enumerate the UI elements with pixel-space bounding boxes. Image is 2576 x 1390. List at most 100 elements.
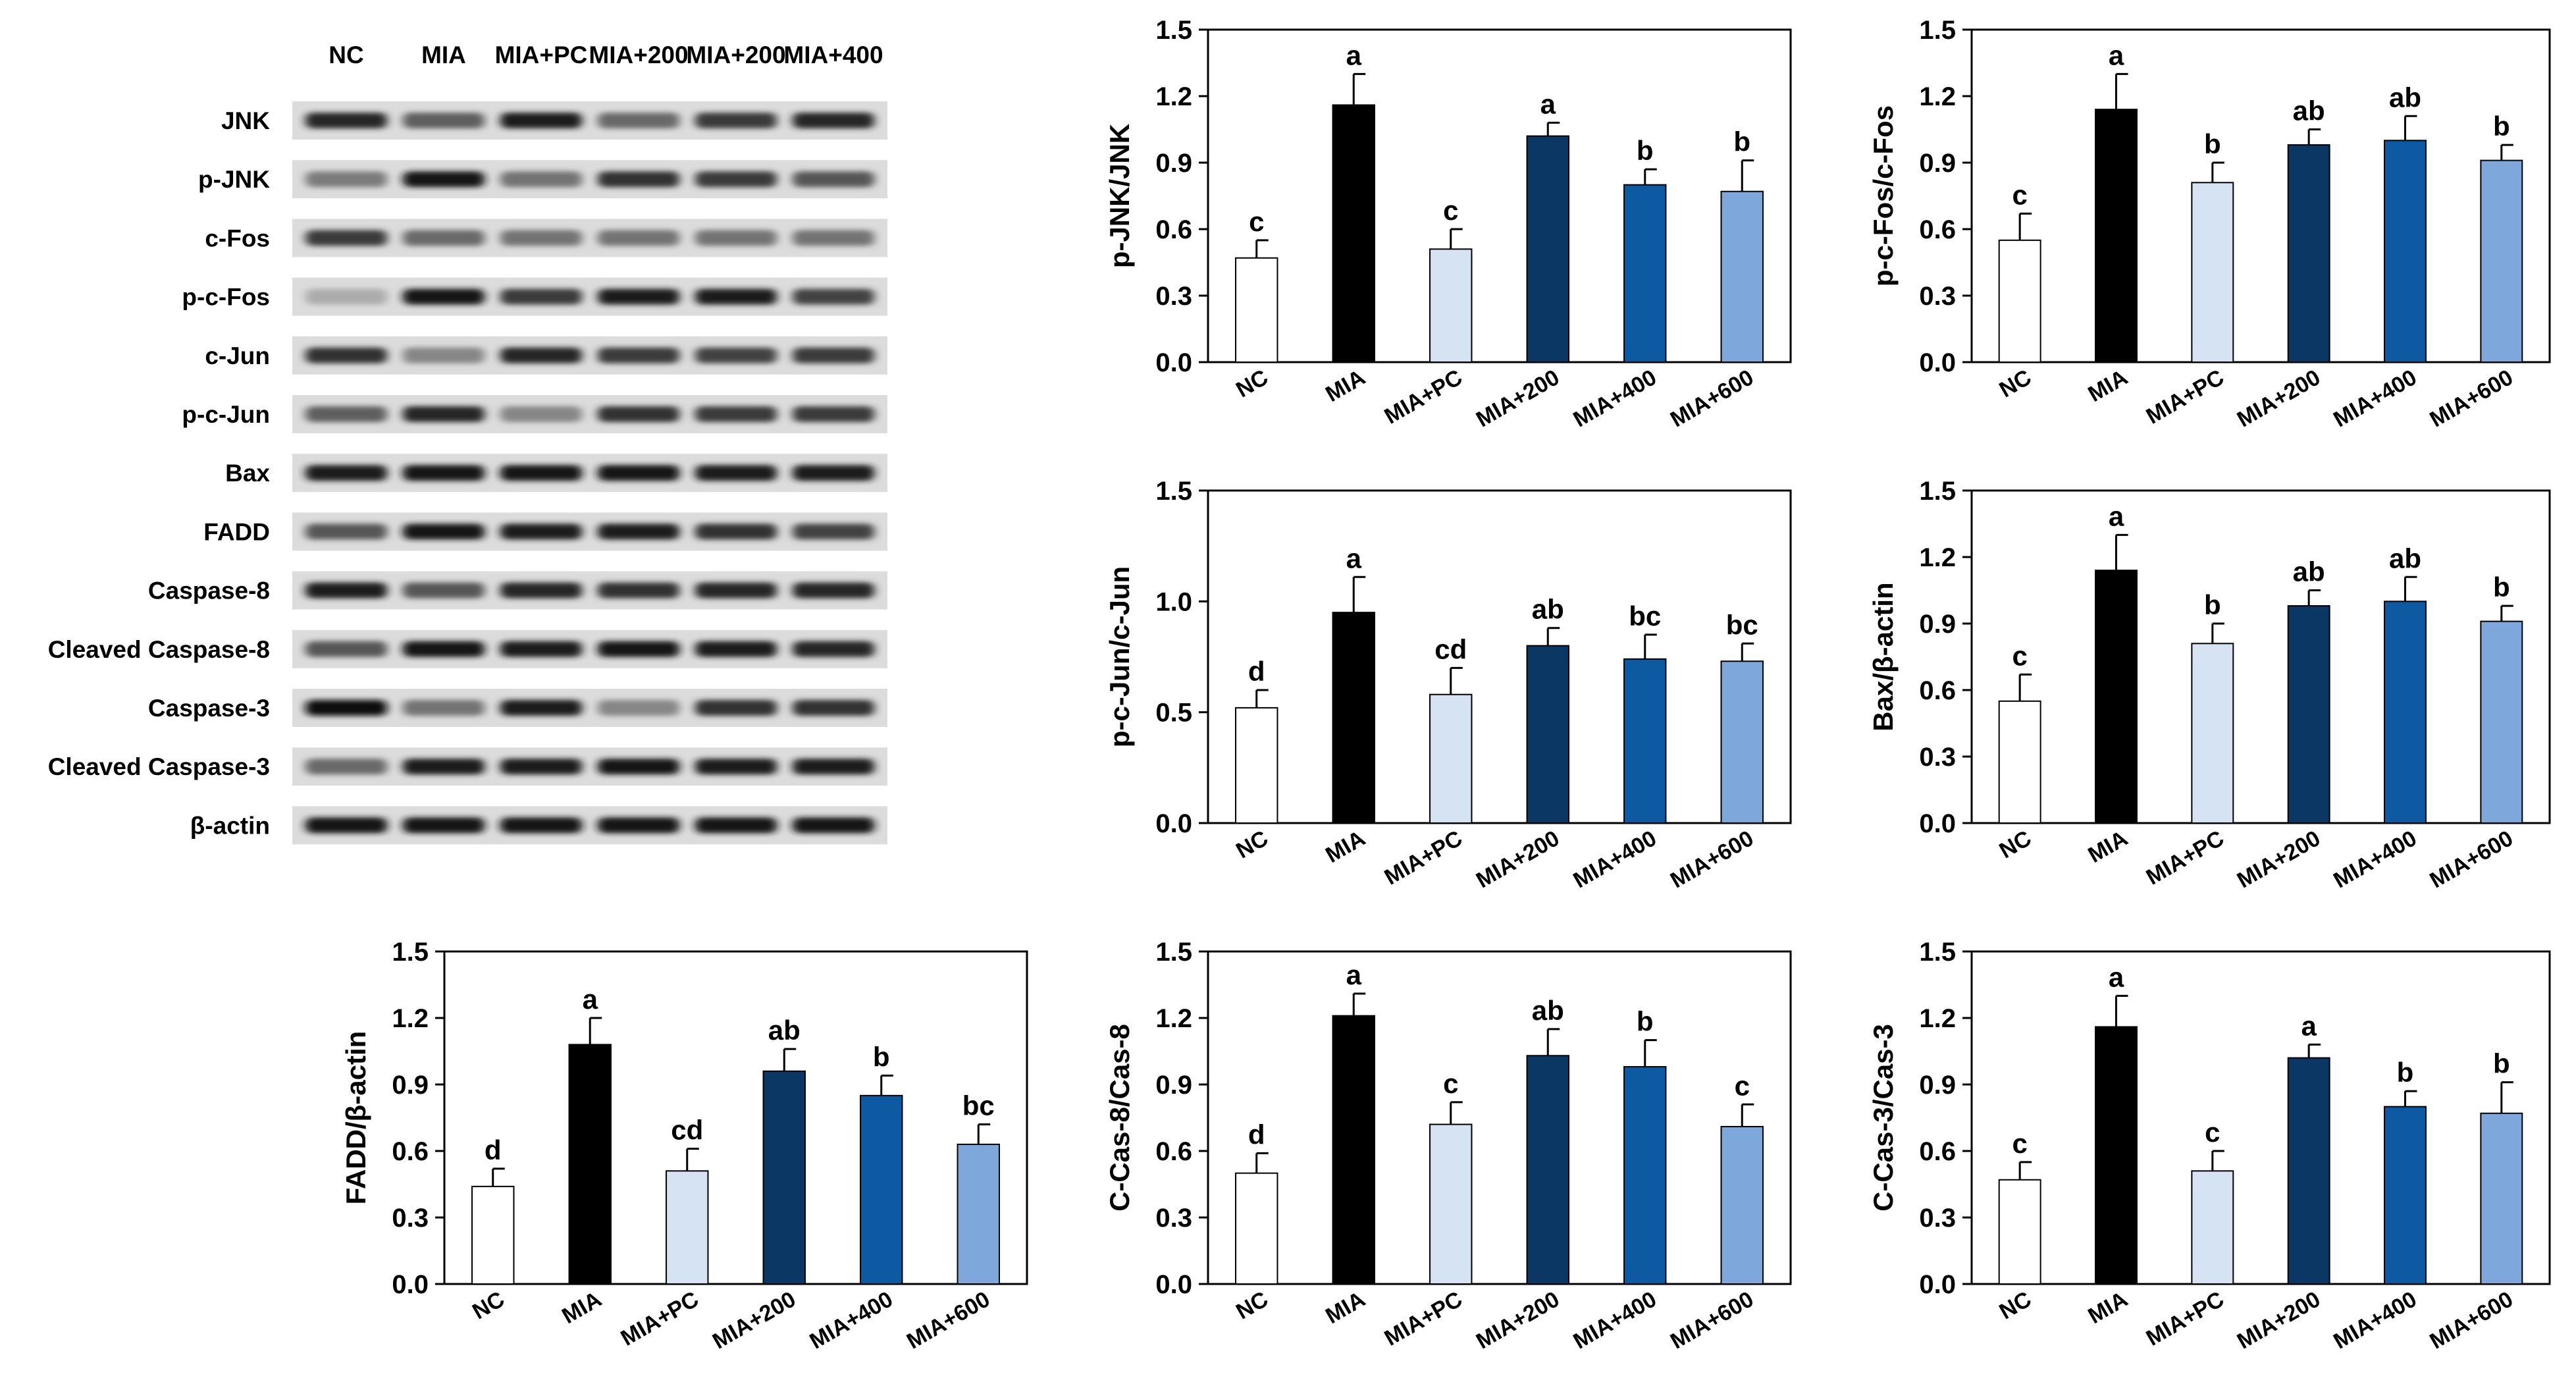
error-bar xyxy=(1255,1152,1269,1173)
y-tick-label: 1.2 xyxy=(1919,543,1956,572)
bar-chart-svg: 0.0 0.3 0.6 0.9 1.2 1.5 FADD/β-actin d NC a MIA cd M… xyxy=(340,938,1028,1354)
blot-row: c-Jun xyxy=(205,336,887,375)
blot-row: c-Fos xyxy=(205,219,887,257)
x-category-label: MIA xyxy=(1321,1287,1369,1329)
y-tick-label: 1.5 xyxy=(1155,16,1192,45)
plot-frame xyxy=(443,950,1028,1285)
x-category-label: MIA+400 xyxy=(1569,1287,1660,1354)
y-tick-label: 0.0 xyxy=(1155,348,1192,377)
x-category-label: NC xyxy=(1995,365,2036,402)
blot-band xyxy=(305,113,387,128)
significance-letter: a xyxy=(1540,88,1556,119)
y-tick-label: 0.9 xyxy=(1919,149,1956,178)
y-tick-label: 1.2 xyxy=(1919,82,1956,111)
error-bar xyxy=(1352,992,1366,1016)
error-bar xyxy=(1450,1101,1463,1125)
bar xyxy=(2287,1057,2330,1285)
plot-frame xyxy=(1970,950,2551,1285)
blot-band xyxy=(695,523,777,540)
y-tick-label: 0.6 xyxy=(1155,215,1192,244)
bar xyxy=(2095,570,2138,824)
bar xyxy=(762,1070,806,1285)
blot-band xyxy=(793,406,874,422)
blot-band xyxy=(500,230,582,246)
significance-letter: b xyxy=(2493,572,2510,602)
bar xyxy=(957,1143,1000,1285)
blot-row: Caspase-3 xyxy=(148,689,887,727)
blot-band xyxy=(305,759,387,775)
blot-membrane-strip xyxy=(292,101,887,140)
blot-band xyxy=(305,171,387,188)
blot-membrane-strip xyxy=(292,806,887,845)
y-tick-label: 0.6 xyxy=(1919,676,1956,705)
blot-band xyxy=(305,700,387,716)
error-bar xyxy=(589,1017,602,1045)
blot-band xyxy=(598,347,679,363)
y-tick-label: 0.9 xyxy=(1155,149,1192,178)
blot-svg: NC MIA MIA+PC MIA+200MIA+200MIA+400JNKp-JNK… xyxy=(48,41,887,845)
x-category-label: MIA+PC xyxy=(1380,365,1467,429)
blot-membrane-strip xyxy=(292,747,887,786)
significance-letter: b xyxy=(2204,128,2221,159)
bar xyxy=(1623,184,1667,363)
significance-letter: c xyxy=(2205,1117,2220,1148)
blot-band xyxy=(695,641,777,657)
x-category-label: MIA+PC xyxy=(2142,1287,2228,1351)
blot-band xyxy=(793,230,874,246)
bar xyxy=(1429,1123,1473,1285)
y-tick-label: 0.3 xyxy=(1919,1204,1956,1233)
blot-band xyxy=(403,523,485,540)
blot-band xyxy=(598,406,679,422)
blot-band xyxy=(793,759,874,775)
blot-row: p-JNK xyxy=(198,160,887,199)
y-tick-label: 1.5 xyxy=(1155,938,1192,967)
error-bar xyxy=(1450,666,1463,695)
significance-letter: b xyxy=(873,1042,890,1073)
western-blot-panel: NC MIA MIA+PC MIA+200 MIA+200 MIA+400 JNK p-JNK… xyxy=(0,0,1080,856)
bar-chart-svg: 0.0 0.3 0.6 0.9 1.2 1.5 p-JNK/JNK c NC a MIA c MIA+P… xyxy=(1104,16,1792,432)
y-tick-label: 1.2 xyxy=(1155,82,1192,111)
x-category-label: MIA+200 xyxy=(708,1287,800,1354)
x-category-label: NC xyxy=(1232,1287,1273,1324)
x-category-label: NC xyxy=(1232,365,1273,402)
blot-row: Bax xyxy=(225,454,887,493)
blot-row-label: c-Fos xyxy=(205,225,270,252)
significance-letter: d xyxy=(1248,1119,1265,1150)
x-category-label: MIA+400 xyxy=(2329,365,2421,432)
blot-band xyxy=(403,582,485,599)
blot-band xyxy=(695,817,777,834)
y-tick-label: 0.6 xyxy=(1919,215,1956,244)
blot-band xyxy=(500,641,582,657)
blot-band xyxy=(695,406,777,422)
x-category-label: MIA+PC xyxy=(2142,826,2228,890)
bar xyxy=(2384,140,2427,363)
blot-row-label: Caspase-8 xyxy=(148,577,270,604)
bar xyxy=(1526,645,1569,824)
blot-membrane-strip xyxy=(292,336,887,375)
blot-row: JNK xyxy=(221,101,887,140)
blot-membrane-strip xyxy=(292,689,887,727)
error-bar xyxy=(2211,161,2224,183)
error-bar xyxy=(1644,633,1657,659)
bar xyxy=(2095,109,2138,363)
blot-row: p-c-Jun xyxy=(182,395,887,433)
plot-frame xyxy=(1970,28,2551,363)
chart-bax-beta-actin: 0.0 0.3 0.6 0.9 1.2 1.5 Bax/β-actin c NC a MIA b MIA… xyxy=(1856,461,2576,922)
x-category-label: NC xyxy=(1995,1287,2036,1324)
y-axis-label: p-c-Jun/c-Jun xyxy=(1104,566,1135,747)
bar xyxy=(2480,620,2523,824)
blot-band xyxy=(403,288,485,305)
x-category-label: MIA+400 xyxy=(1569,826,1660,893)
bar xyxy=(1720,660,1764,824)
blot-row-label: FADD xyxy=(203,518,270,545)
significance-letter: a xyxy=(1346,40,1362,70)
error-bar xyxy=(2307,128,2321,146)
significance-letter: a xyxy=(2109,40,2124,70)
blot-band xyxy=(695,759,777,775)
y-tick-label: 0.3 xyxy=(1919,743,1956,772)
error-bar xyxy=(2211,622,2224,644)
blot-band xyxy=(598,523,679,540)
bar xyxy=(1720,190,1764,363)
blot-band xyxy=(793,641,874,657)
blot-row-label: p-c-Fos xyxy=(182,284,270,311)
